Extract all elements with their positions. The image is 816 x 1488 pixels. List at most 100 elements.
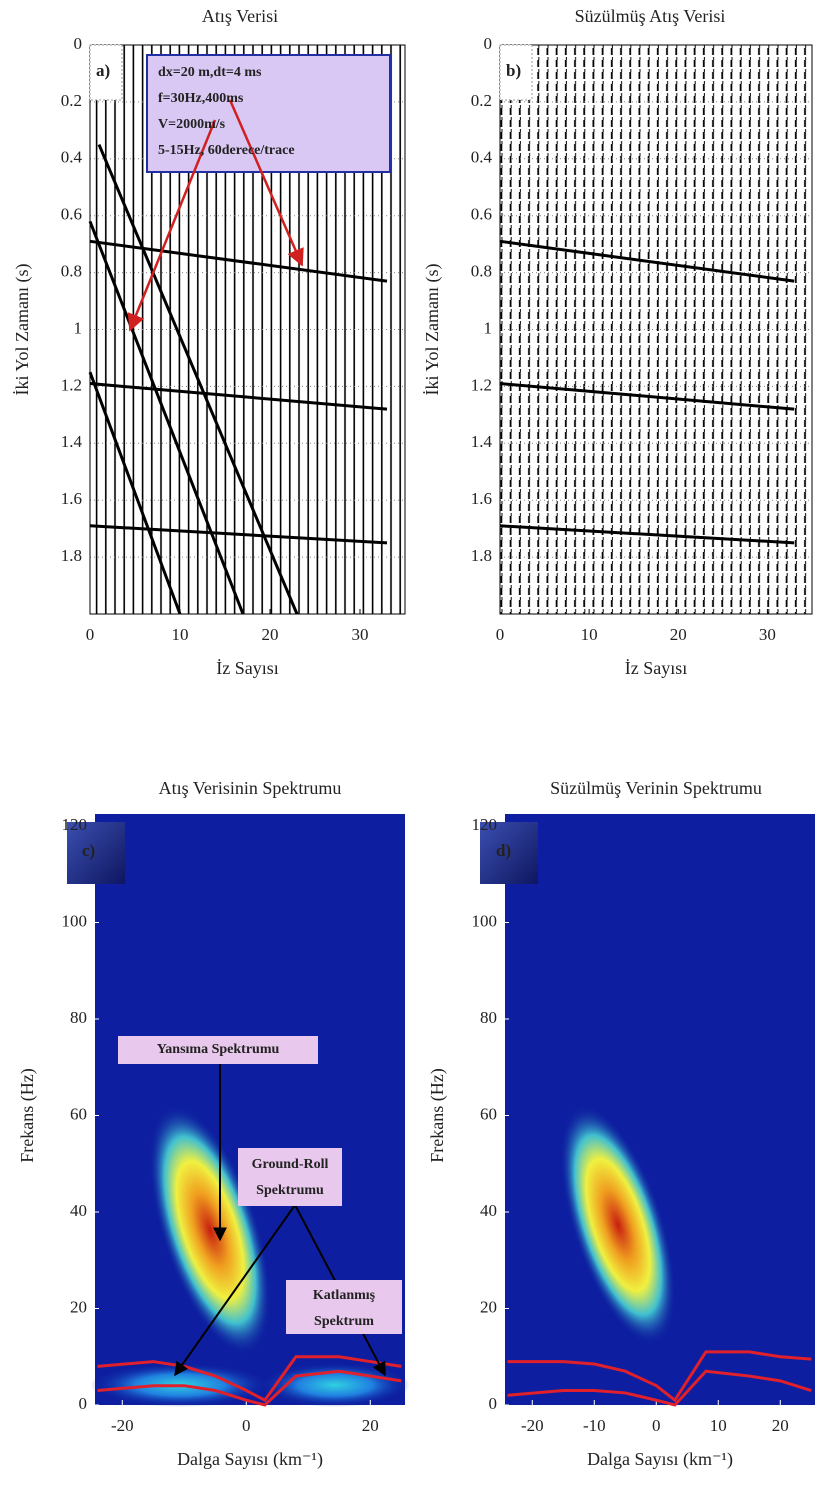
y-tick-label: 0.2 [61, 91, 82, 110]
seismic-event [499, 239, 795, 283]
label-box [499, 44, 533, 101]
y-tick-label: 1.4 [471, 432, 493, 451]
panel-label: a) [96, 61, 110, 80]
annotation: Ground-Roll [252, 1157, 329, 1172]
label-box [67, 822, 125, 884]
y-tick-label: 20 [480, 1297, 497, 1316]
annotation: dx=20 m,dt=4 ms [158, 65, 262, 80]
x-tick-label: 30 [352, 625, 369, 644]
seismic-event [499, 382, 795, 411]
y-tick-label: 80 [480, 1008, 497, 1027]
y-tick-label: 80 [70, 1008, 87, 1027]
x-tick-label: 0 [242, 1416, 251, 1435]
annotation: Spektrum [314, 1314, 374, 1329]
overlays [67, 44, 538, 1377]
x-axis-label: Dalga Sayısı (km⁻¹) [587, 1449, 733, 1470]
seismic-event [88, 371, 182, 615]
y-tick-label: 40 [70, 1201, 87, 1220]
filter-curve [97, 1369, 402, 1407]
x-tick-label: -20 [521, 1416, 544, 1435]
x-tick-label: 20 [670, 625, 687, 644]
label-box [480, 822, 538, 884]
y-axis-label: Frekans (Hz) [427, 1068, 448, 1162]
y-tick-label: 1.6 [61, 489, 82, 508]
texts: Atış Verisi İz Sayısı İki Yol Zamanı (s) 0 0… [12, 6, 789, 1470]
y-tick-label: 1.8 [61, 546, 82, 565]
panel-label: d) [496, 841, 511, 860]
chart-title: Süzülmüş Verinin Spektrumu [550, 778, 762, 798]
annotation: Katlanmış [313, 1288, 376, 1303]
chart-title: Atış Verisinin Spektrumu [159, 778, 342, 798]
chart-title: Süzülmüş Atış Verisi [575, 6, 726, 26]
annotation: f=30Hz,400ms [158, 91, 244, 106]
y-tick-label: 1 [484, 318, 493, 337]
plot-frame [89, 44, 406, 615]
y-axis-label: Frekans (Hz) [17, 1068, 38, 1162]
x-tick-label: 0 [86, 625, 95, 644]
seismic-event [89, 239, 388, 283]
y-tick-label: 1.2 [61, 375, 82, 394]
x-tick-label: 20 [362, 1416, 379, 1435]
y-tick-label: 0 [489, 1394, 498, 1413]
arrow [174, 1204, 296, 1377]
y-tick-label: 20 [70, 1297, 87, 1316]
filter-curve [507, 1350, 812, 1403]
x-tick-label: -20 [111, 1416, 134, 1435]
x-axis-label: Dalga Sayısı (km⁻¹) [177, 1449, 323, 1470]
y-tick-label: 0 [484, 34, 493, 53]
filter-curve [507, 1369, 812, 1407]
x-tick-label: 10 [710, 1416, 727, 1435]
annotation: Spektrumu [256, 1183, 324, 1198]
y-tick-label: 100 [472, 911, 498, 930]
y-tick-label: 100 [62, 911, 88, 930]
annotation: 5-15Hz, 60derece/trace [158, 143, 295, 158]
y-tick-label: 1.4 [61, 432, 83, 451]
filter-curve [97, 1355, 402, 1403]
x-tick-label: 10 [172, 625, 189, 644]
y-tick-label: 1 [74, 318, 83, 337]
seismic-event [499, 524, 795, 545]
y-tick-label: 0.8 [471, 262, 492, 281]
y-tick-label: 0.6 [471, 205, 492, 224]
x-tick-label: 20 [262, 625, 279, 644]
y-tick-label: 1.6 [471, 489, 492, 508]
x-tick-label: -10 [583, 1416, 606, 1435]
x-tick-label: 10 [581, 625, 598, 644]
y-tick-label: 1.2 [471, 375, 492, 394]
spectrum-energy [149, 1105, 271, 1355]
x-tick-label: 30 [759, 625, 776, 644]
y-tick-label: 0.6 [61, 205, 82, 224]
seismic-event [89, 382, 388, 411]
y-tick-label: 120 [472, 815, 498, 834]
y-tick-label: 0 [74, 34, 83, 53]
y-tick-label: 60 [70, 1104, 87, 1123]
y-tick-label: 0.4 [471, 148, 493, 167]
y-tick-label: 0 [79, 1394, 88, 1413]
arrow [127, 119, 217, 332]
y-axis-label: İki Yol Zamanı (s) [12, 264, 33, 396]
x-axis-label: İz Sayısı [216, 658, 279, 678]
annotation-box [118, 1036, 318, 1064]
arrow [228, 99, 304, 267]
y-tick-label: 0.8 [61, 262, 82, 281]
annotation-box [238, 1148, 342, 1206]
y-tick-label: 120 [62, 815, 88, 834]
panel-label: b) [506, 61, 521, 80]
y-axis-label: İki Yol Zamanı (s) [422, 264, 443, 396]
seismic-event [97, 143, 299, 615]
seismic-event [88, 220, 245, 615]
label-box [89, 44, 123, 101]
annotation-box [146, 54, 391, 173]
seismic-event [89, 524, 388, 545]
spectrum-energy [560, 1105, 676, 1345]
panel-label: c) [82, 841, 95, 860]
chart-title: Atış Verisi [202, 6, 278, 26]
annotation: V=2000m/s [158, 117, 226, 132]
annotation-box [286, 1280, 402, 1334]
annotation: Yansıma Spektrumu [157, 1042, 280, 1057]
y-tick-label: 60 [480, 1104, 497, 1123]
x-tick-label: 0 [496, 625, 505, 644]
y-tick-label: 40 [480, 1201, 497, 1220]
x-tick-label: 20 [772, 1416, 789, 1435]
